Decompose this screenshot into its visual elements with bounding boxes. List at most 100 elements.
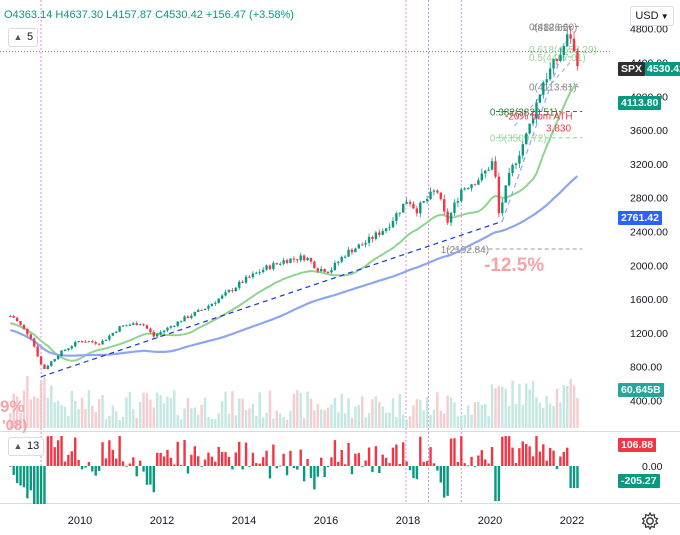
oscillator-bar [371,466,374,473]
oscillator-bar [173,464,176,466]
volume-bar [337,412,340,428]
oscillator-bar [388,463,391,466]
ohlc-readout: O4363.14 H4637.30 L4157.87 C4530.42 +156… [4,9,294,21]
candle-body [326,272,330,274]
candle-body [371,236,374,239]
volume-tag: 60.645B [618,383,664,397]
volume-bar [84,409,87,428]
candle-body [94,342,97,344]
candle-body [77,341,80,343]
candle-body [231,290,234,292]
moving-averages [10,83,579,362]
oscillator-bar [439,466,442,483]
candle-body [56,355,60,360]
volume-bar [525,383,528,428]
candle-body [53,359,56,362]
oscillator-bar [60,436,63,466]
candle-body [531,118,535,124]
change-value: +156.47 (+3.58%) [205,9,294,21]
oscillator-bar [446,466,449,496]
volume-bar [357,405,360,428]
y-tick-label: 3600.00 [630,125,668,137]
oscillator-bar [425,461,429,466]
oscillator-bar [241,466,244,470]
volume-bar [371,399,374,428]
candle-body [323,268,326,273]
volume-bar [511,380,514,428]
volume-bar [176,414,179,428]
oscillator-bar [487,463,490,466]
ma-study-toggle[interactable]: ▲ 5 [8,28,39,47]
volume-bar [302,418,306,428]
oscillator-bar [361,466,364,467]
candle-body [135,323,138,326]
oscillator-bar [94,466,97,476]
chart-grid [0,431,680,504]
candle-body [275,263,278,265]
currency-select[interactable]: USD ▼ [630,6,674,26]
candle-body [350,249,354,253]
volume-bar [203,397,207,428]
volume-bar [306,391,309,428]
y-tick-label: 1600.00 [630,294,668,306]
volume-bar [518,383,521,428]
volume-bar [210,419,214,428]
volume-bar [470,414,473,428]
candle-body [166,327,169,331]
volume-bar [36,398,39,428]
oscillator-bar [501,436,504,466]
oscillator-bar [179,464,183,466]
volume-bar [60,405,63,428]
oscillator-bar [381,454,384,466]
oscillator-bar [265,450,268,466]
candle-body [367,236,371,243]
candle-body [381,231,384,235]
volume-bar [63,406,67,428]
candle-body [128,324,132,326]
oscillator-bar [525,443,528,466]
low-value: L4157.87 [106,9,153,21]
volume-bar [275,410,278,428]
volume-bar [279,413,282,428]
oscillator-bar [538,451,542,466]
oscillator-bar [576,466,579,488]
candle-body [15,317,19,322]
candle-body [43,364,46,370]
fibonacci-levels: 0(4826.60)0.618(4558.29)0.5(4467.01)0(41… [441,22,597,256]
ma-long-label: 2761.42 [621,212,659,224]
oscillator-bar [111,449,114,466]
candle-body [429,191,432,200]
candle-body [576,51,579,67]
x-tick-label: 2018 [396,515,420,527]
oscillator-bar [384,457,388,466]
volume-bar [504,388,507,428]
volume-bar [576,397,579,428]
oscillator-bar [220,451,224,466]
candle-body [80,341,84,343]
volume-bar [473,402,477,428]
oscillator-bar [415,466,419,480]
candle-body [241,281,244,283]
y-tick-label: 2000.00 [630,260,668,272]
volume-bar [487,416,490,428]
volume-bar [104,419,108,428]
ma-study-label: 5 [27,31,34,43]
candle-body [244,276,248,283]
oscillator-bar [190,454,193,466]
oscillator-bar [569,466,572,488]
candle-body [528,123,531,134]
volume-bar [145,393,149,428]
volume-bar [258,392,261,428]
candle-body [227,290,231,293]
volume-bar [149,399,152,428]
volume-bar [320,409,323,428]
gear-icon[interactable] [640,511,660,531]
y-tick-label: 1200.00 [630,328,668,340]
oscillator-bar [15,466,19,484]
oscillator-bar [463,463,466,466]
candle-body [419,202,422,214]
volume-bar [477,401,480,428]
osc-study-toggle[interactable]: ▲ 13 [8,437,45,456]
volume-bar [214,419,217,428]
